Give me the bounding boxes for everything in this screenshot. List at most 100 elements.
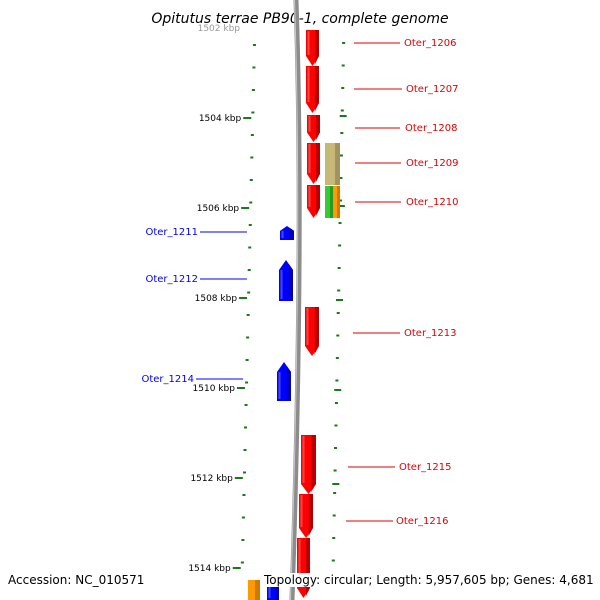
scale-tick [339, 115, 347, 117]
tick-dot [241, 516, 245, 519]
tick-dot [334, 447, 338, 449]
tick-dot [338, 199, 342, 202]
tick-dot [340, 109, 344, 112]
gene-label-oter-1216[interactable]: Oter_1216 [396, 516, 449, 527]
tick-dot [334, 424, 338, 427]
tick-dot [336, 312, 340, 314]
tick-dot [244, 426, 248, 429]
gene-arrow-oter-1208 [307, 115, 320, 142]
gene-label-oter-1213[interactable]: Oter_1213 [404, 328, 457, 339]
tick-dot [341, 64, 345, 67]
tick-dot [335, 357, 339, 359]
scale-tick [337, 205, 345, 207]
gene-label-oter-1210[interactable]: Oter_1210 [406, 197, 459, 208]
tick-dot [331, 559, 335, 562]
tick-dot [248, 224, 252, 226]
tick-dot [251, 111, 255, 114]
genome-backbone [289, 0, 302, 600]
tick-dot [341, 87, 345, 89]
tick-dot [249, 201, 253, 204]
scale-tick [332, 483, 340, 485]
tick-dot [245, 359, 249, 361]
gene-arrow-oter-1209 [307, 143, 320, 184]
tick-dot [250, 156, 254, 159]
gene-arrow-oter-1216 [299, 494, 313, 538]
scale-tick [336, 299, 343, 301]
tick-dot [342, 42, 346, 44]
gene-arrow-oter-1215 [301, 435, 316, 494]
gene-label-oter-1206[interactable]: Oter_1206 [404, 38, 457, 49]
scale-label: 1514 kbp [188, 564, 231, 574]
tick-dot [247, 269, 251, 271]
tick-dot [243, 449, 247, 451]
tick-dot [242, 494, 246, 496]
tick-dot [338, 244, 342, 247]
tick-dot [333, 492, 337, 494]
gene-labels: Oter_1206 Oter_1207 Oter_1208 Oter_1209 Oter… [141, 38, 458, 527]
tick-dot [247, 291, 251, 294]
left-tick-dots [240, 44, 256, 564]
gene-arrow-oter-1212 [279, 260, 293, 301]
tick-dot [337, 267, 341, 269]
tick-dot [252, 44, 256, 46]
scale-label-partial: 1502 kbp [198, 24, 241, 34]
tick-dot [332, 537, 336, 539]
tick-dot [339, 177, 343, 179]
tick-dot [338, 222, 342, 224]
gene-label-oter-1208[interactable]: Oter_1208 [405, 123, 458, 134]
gene-label-oter-1211[interactable]: Oter_1211 [145, 227, 198, 238]
tick-dot [332, 514, 336, 517]
accession-text: Accession: NC_010571 [8, 573, 145, 587]
scale-tick [241, 207, 250, 209]
gene-arrow-oter-1214 [277, 362, 291, 401]
feature-orange [333, 186, 340, 218]
scale-labels: 1504 kbp 1506 kbp 1508 kbp 1510 kbp 1512 kbp… [188, 24, 347, 574]
scale-tick [243, 117, 252, 119]
gene-arrow-oter-1206 [306, 30, 319, 66]
tick-dot [339, 154, 343, 157]
scale-tick [232, 567, 241, 569]
genome-summary-text: Topology: circular; Length: 5,957,605 bp… [262, 573, 594, 587]
gene-label-oter-1207[interactable]: Oter_1207 [406, 84, 459, 95]
gene-arrow-oter-1213 [305, 307, 319, 356]
gene-arrow-oter-1211 [280, 226, 294, 240]
tick-dot [340, 132, 344, 134]
tick-dot [337, 289, 341, 292]
gene-label-oter-1209[interactable]: Oter_1209 [406, 158, 459, 169]
tick-dot [244, 404, 248, 406]
scale-label: 1512 kbp [190, 474, 233, 484]
tick-dot [333, 469, 337, 472]
genome-backbone-highlight [290, 0, 299, 600]
tick-dot [251, 89, 255, 91]
scale-label: 1506 kbp [197, 204, 240, 214]
tick-dot [249, 179, 253, 181]
gene-arrow-next [297, 538, 310, 598]
scale-label: 1504 kbp [199, 114, 242, 124]
tick-dot [252, 66, 256, 69]
scale-tick [236, 387, 245, 389]
tick-dot [336, 334, 340, 337]
scale-label: 1510 kbp [193, 384, 236, 394]
gene-arrow-oter-1210 [307, 185, 320, 218]
gene-features [248, 30, 340, 600]
tick-dot [246, 314, 250, 316]
map-title: Opitutus terrae PB90-1, complete genome [151, 11, 448, 27]
tick-dot [240, 561, 244, 564]
gene-arrow-oter-1207 [306, 66, 319, 113]
right-tick-dots [331, 42, 346, 584]
tick-dot [241, 539, 245, 541]
feature-green [325, 186, 333, 218]
tick-dot [334, 402, 338, 404]
gene-label-oter-1215[interactable]: Oter_1215 [399, 462, 452, 473]
tick-dot [246, 336, 250, 339]
tick-dot [248, 246, 252, 249]
tick-dot [250, 134, 254, 136]
scale-tick [234, 477, 243, 479]
scale-label: 1508 kbp [195, 294, 238, 304]
scale-tick [239, 297, 248, 299]
gene-label-oter-1214[interactable]: Oter_1214 [141, 374, 194, 385]
tick-dot [245, 381, 249, 384]
other-features [248, 143, 340, 600]
gene-label-oter-1212[interactable]: Oter_1212 [145, 274, 198, 285]
